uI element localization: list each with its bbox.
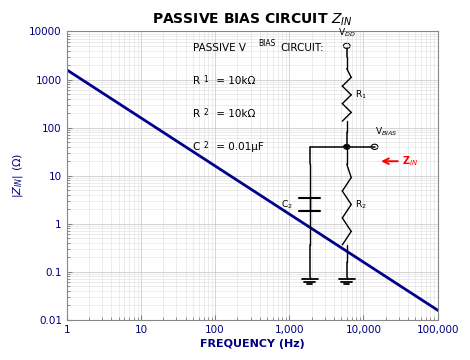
- Text: R$_1$: R$_1$: [355, 89, 367, 101]
- Text: = 10kΩ: = 10kΩ: [213, 76, 256, 86]
- Text: R$_2$: R$_2$: [355, 198, 367, 211]
- Circle shape: [344, 144, 350, 149]
- Text: BIAS: BIAS: [258, 39, 275, 48]
- X-axis label: FREQUENCY (Hz): FREQUENCY (Hz): [200, 339, 305, 349]
- Text: V$_{DD}$: V$_{DD}$: [338, 26, 356, 39]
- Text: R: R: [193, 76, 200, 86]
- Text: = 0.01μF: = 0.01μF: [213, 143, 264, 153]
- Text: = 10kΩ: = 10kΩ: [213, 109, 256, 119]
- Text: CIRCUIT:: CIRCUIT:: [280, 43, 324, 53]
- Y-axis label: $|Z_{IN}|\ (\Omega)$: $|Z_{IN}|\ (\Omega)$: [11, 153, 25, 198]
- Text: R: R: [193, 109, 200, 119]
- Text: C: C: [193, 143, 200, 153]
- Text: C$_2$: C$_2$: [281, 198, 293, 211]
- Text: Z$_{IN}$: Z$_{IN}$: [402, 154, 418, 168]
- Text: V$_{BIAS}$: V$_{BIAS}$: [376, 126, 398, 138]
- Text: PASSIVE V: PASSIVE V: [193, 43, 246, 53]
- Text: 2: 2: [203, 141, 208, 150]
- Text: 2: 2: [203, 108, 208, 117]
- Text: 1: 1: [203, 75, 208, 84]
- Title: PASSIVE BIAS CIRCUIT $Z_{IN}$: PASSIVE BIAS CIRCUIT $Z_{IN}$: [152, 11, 352, 27]
